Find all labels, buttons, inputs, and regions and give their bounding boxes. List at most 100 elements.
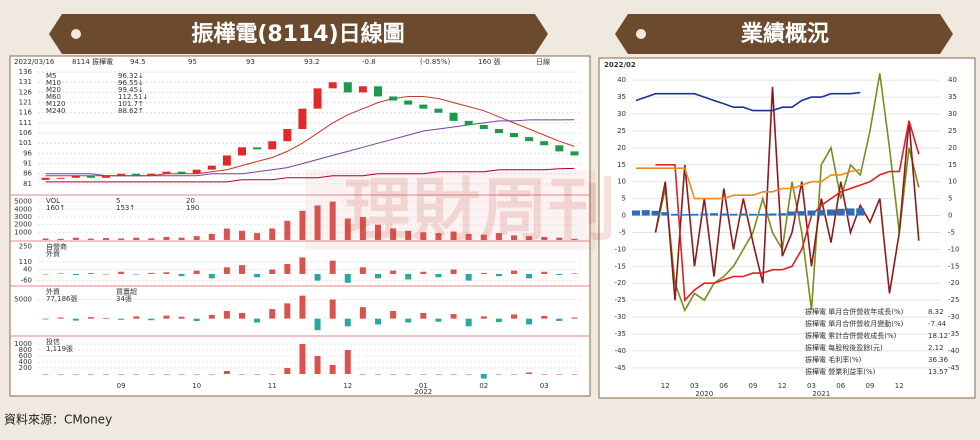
panel-bar — [329, 365, 336, 374]
panel-bar — [450, 269, 457, 274]
y-tick-label: 35 — [617, 93, 626, 101]
y2-tick-label: 15 — [948, 161, 957, 169]
panel-bar — [526, 273, 533, 279]
panel-label: 190 — [186, 204, 199, 212]
panel-bar — [314, 318, 321, 331]
y-tick-label: 131 — [19, 78, 32, 86]
panel-bar — [375, 224, 381, 240]
panel-bar — [57, 374, 64, 375]
series-line — [654, 86, 920, 301]
panel-bar — [405, 230, 412, 240]
ma-legend-name: M120 — [46, 100, 65, 108]
x-tick-label: 01 — [419, 382, 428, 390]
panel-label: VOL — [46, 197, 60, 205]
panel-bar — [480, 272, 487, 274]
x-tick-label: 06 — [836, 382, 845, 390]
panel-bar — [435, 374, 442, 375]
y2-tick-label: -25 — [948, 296, 959, 304]
candle-body — [525, 137, 534, 142]
panel-bar — [163, 236, 170, 240]
series-line — [635, 91, 861, 112]
panel-bar — [133, 273, 140, 275]
left-banner — [49, 14, 548, 54]
panel-bar — [178, 273, 185, 277]
panel-bar — [42, 374, 49, 375]
panel-bar — [103, 317, 109, 319]
panel-bar — [72, 374, 79, 375]
panel-bar — [72, 273, 79, 276]
eps-bar — [778, 213, 787, 216]
panel-bar — [239, 230, 245, 240]
panel-bar — [87, 273, 94, 274]
panel-bar — [239, 312, 245, 319]
panel-bar — [103, 238, 109, 240]
eps-bar — [661, 212, 670, 216]
panel-bar — [435, 233, 442, 240]
panel-bar — [163, 374, 170, 375]
candle-body — [540, 141, 549, 146]
x-tick-label: 03 — [540, 382, 549, 390]
panel-bar — [511, 314, 517, 319]
panel-bar — [344, 350, 351, 374]
right-chart-frame — [598, 57, 976, 399]
panel-bar — [465, 233, 472, 240]
eps-bar — [827, 209, 835, 216]
panel-bar — [329, 201, 336, 240]
panel-bar — [42, 238, 49, 240]
panel-bar — [178, 237, 185, 240]
eps-bar — [788, 211, 796, 216]
x-tick-label: 12 — [895, 382, 904, 390]
panel-bar — [571, 374, 578, 375]
y-tick-label: 400 — [19, 358, 32, 366]
y-tick-label: 96 — [23, 149, 32, 157]
x-tick-label: 06 — [719, 382, 728, 390]
eps-bar — [719, 213, 728, 216]
x-tick-label: 09 — [866, 382, 875, 390]
panel-bar — [42, 318, 49, 320]
panel-bar — [87, 374, 94, 375]
panel-label: 20 — [186, 197, 195, 205]
panel-bar — [541, 271, 548, 274]
panel-bar — [269, 374, 276, 375]
panel-bar — [359, 307, 366, 319]
eps-bar — [817, 210, 826, 216]
panel-bar — [208, 233, 215, 240]
panel-bar — [314, 356, 321, 374]
panel-bar — [103, 374, 109, 375]
ma-legend-value: 112.51↓ — [118, 93, 148, 101]
eps-bar — [797, 211, 806, 216]
y-tick-label: -10 — [615, 245, 626, 253]
panel-bar — [178, 316, 185, 319]
panel-bar — [72, 318, 79, 321]
panel-bar — [541, 315, 548, 319]
panel-bar — [435, 318, 442, 322]
legend-name: 振樺電 單月合併營收年成長(%) — [805, 307, 904, 316]
candle-body — [313, 88, 322, 109]
y2-tick-label: 25 — [948, 127, 957, 135]
panel-bar — [480, 374, 487, 379]
y-tick-label: 81 — [23, 180, 32, 188]
panel-bar — [223, 267, 230, 274]
panel-bar — [223, 371, 230, 374]
candle-body — [555, 145, 564, 152]
panel-bar — [359, 216, 366, 240]
panel-label: 5 — [116, 197, 120, 205]
panel-bar — [556, 273, 563, 276]
y-tick-label: 3000 — [14, 213, 32, 221]
panel-bar — [420, 374, 427, 375]
panel-bar — [133, 316, 140, 319]
legend-value: 36.36 — [928, 356, 949, 364]
panel-bar — [390, 270, 397, 274]
panel-label: 投信 — [46, 337, 60, 346]
y-tick-label: 25 — [617, 127, 626, 135]
panel-bar — [269, 309, 276, 319]
panel-bar — [118, 318, 125, 320]
legend-name: 振樺電 累計合併營收成長(%) — [805, 331, 897, 340]
ma-legend-value: 88.62↑ — [118, 107, 144, 115]
panel-bar — [329, 299, 336, 319]
eps-bar — [690, 213, 699, 216]
y-tick-label: -20 — [615, 279, 626, 287]
panel-bar — [390, 228, 397, 240]
panel-bar — [284, 368, 291, 374]
